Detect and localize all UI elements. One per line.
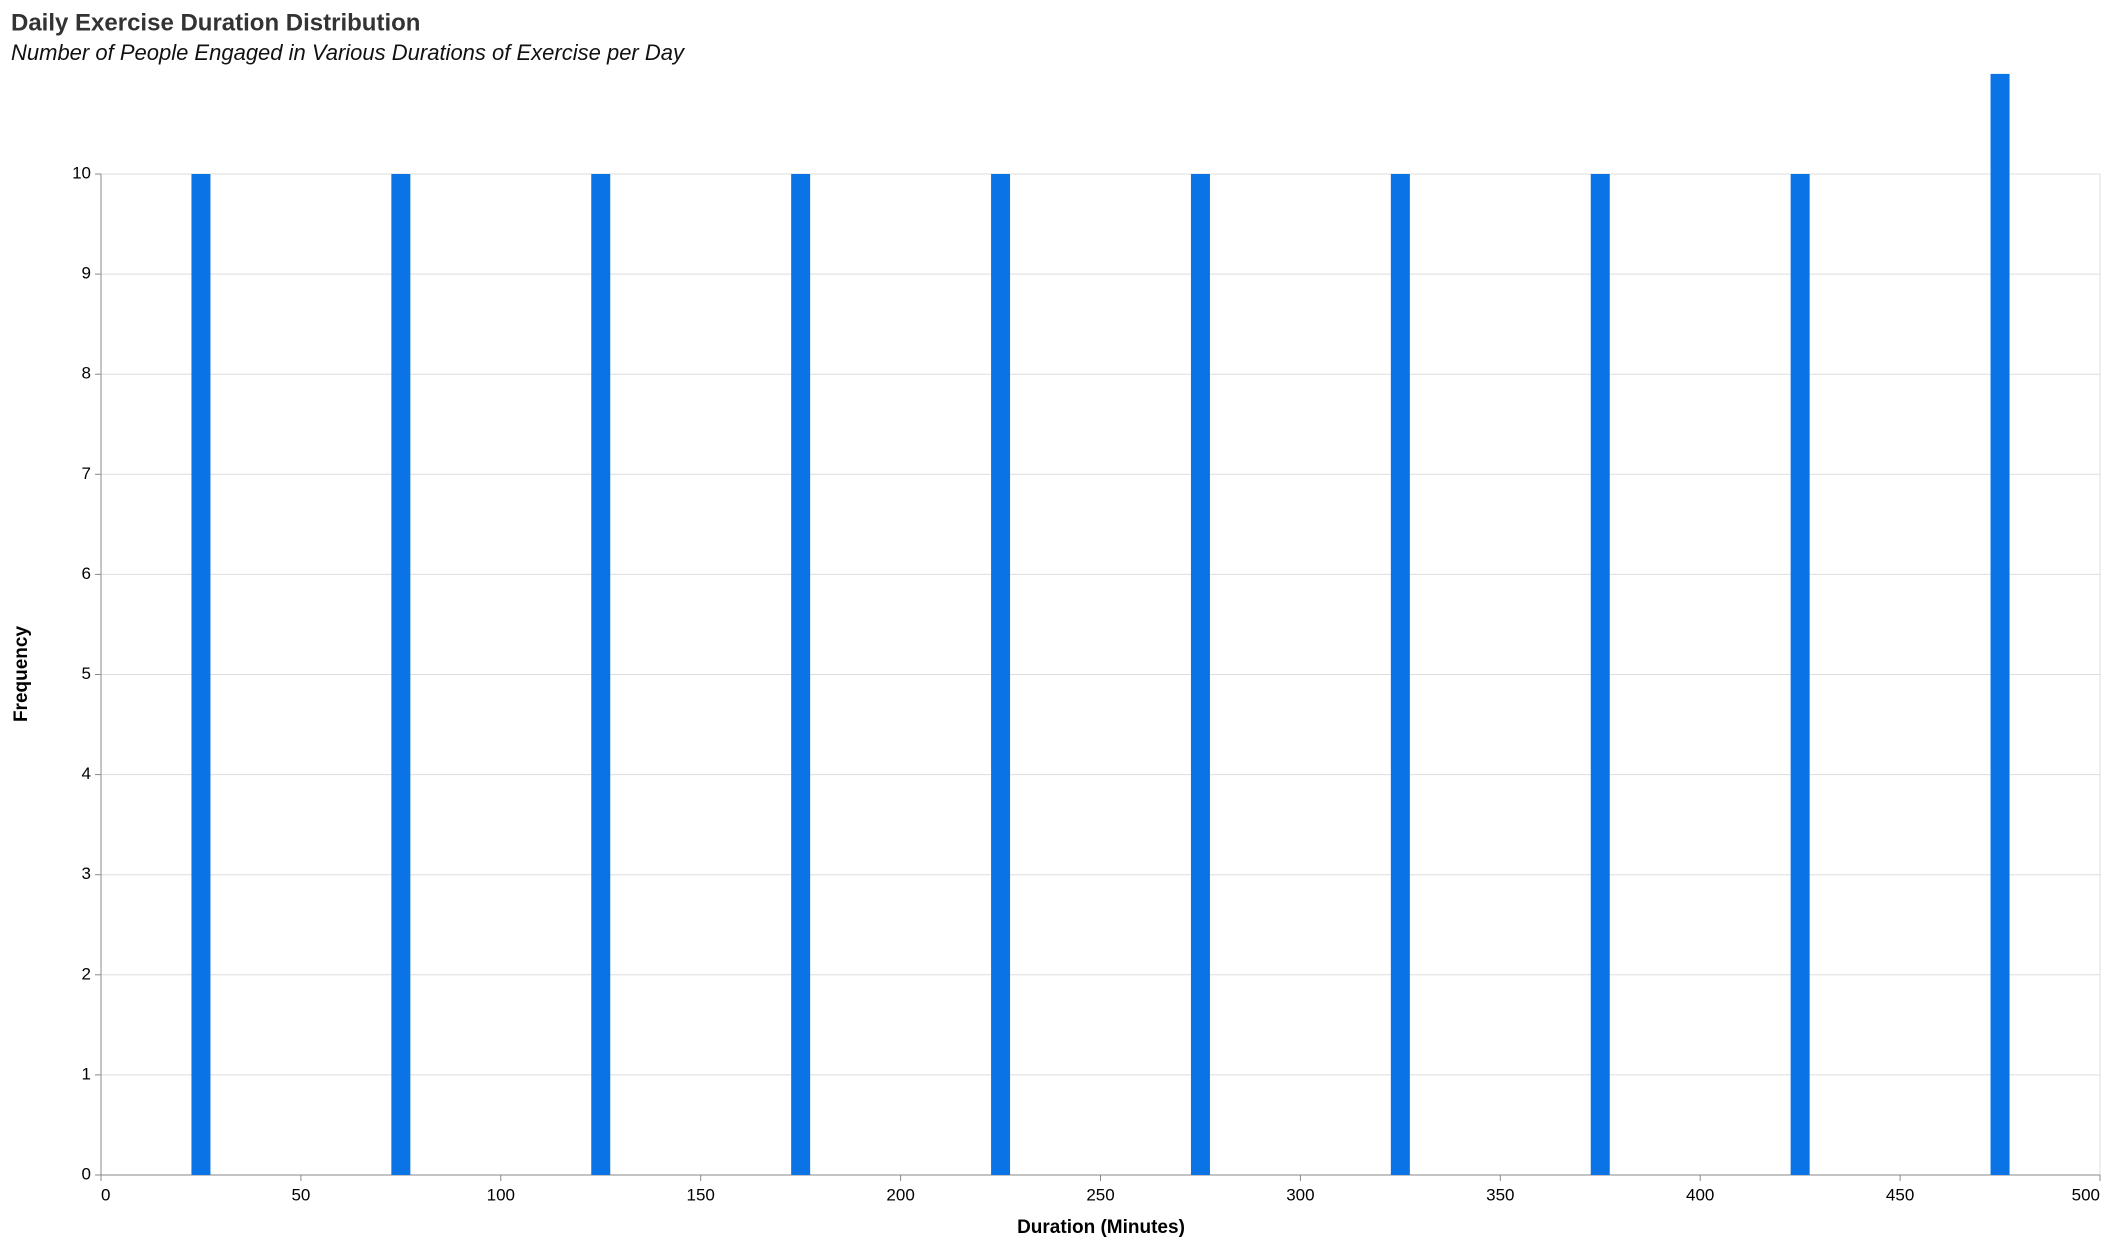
x-tick-label: 400 [1686, 1185, 1714, 1204]
y-tick-label: 6 [82, 564, 91, 583]
x-tick-label: 50 [291, 1185, 310, 1204]
y-tick-label: 3 [82, 864, 91, 883]
x-tick-label: 300 [1286, 1185, 1314, 1204]
bar [191, 174, 211, 1175]
y-tick-label: 4 [82, 764, 91, 783]
bar [591, 174, 611, 1175]
y-axis-label: Frequency [11, 626, 32, 723]
y-tick-label: 0 [82, 1164, 91, 1183]
bar [791, 174, 811, 1175]
x-tick-label: 450 [1886, 1185, 1914, 1204]
x-axis-label: Duration (Minutes) [1017, 1217, 1185, 1238]
chart-subtitle: Number of People Engaged in Various Dura… [11, 40, 686, 65]
x-tick-label: 100 [487, 1185, 515, 1204]
bar [391, 174, 411, 1175]
y-tick-label: 2 [82, 964, 91, 983]
x-tick-label: 200 [886, 1185, 914, 1204]
bar [1990, 73, 2010, 1175]
y-tick-label: 8 [82, 364, 91, 383]
bar [1190, 174, 1210, 1175]
x-tick-label: 500 [2072, 1185, 2100, 1204]
x-tick-label: 150 [687, 1185, 715, 1204]
y-tick-label: 7 [82, 464, 91, 483]
x-tick-label: 0 [101, 1185, 110, 1204]
y-tick-label: 5 [82, 664, 91, 683]
bar [991, 174, 1011, 1175]
y-tick-label: 1 [82, 1064, 91, 1083]
x-tick-label: 250 [1086, 1185, 1114, 1204]
bar [1790, 174, 1810, 1175]
y-tick-label: 10 [72, 163, 91, 182]
y-tick-label: 9 [82, 264, 91, 283]
x-tick-label: 350 [1486, 1185, 1514, 1204]
bar [1390, 174, 1410, 1175]
chart-title: Daily Exercise Duration Distribution [11, 9, 420, 36]
bar [1590, 174, 1610, 1175]
